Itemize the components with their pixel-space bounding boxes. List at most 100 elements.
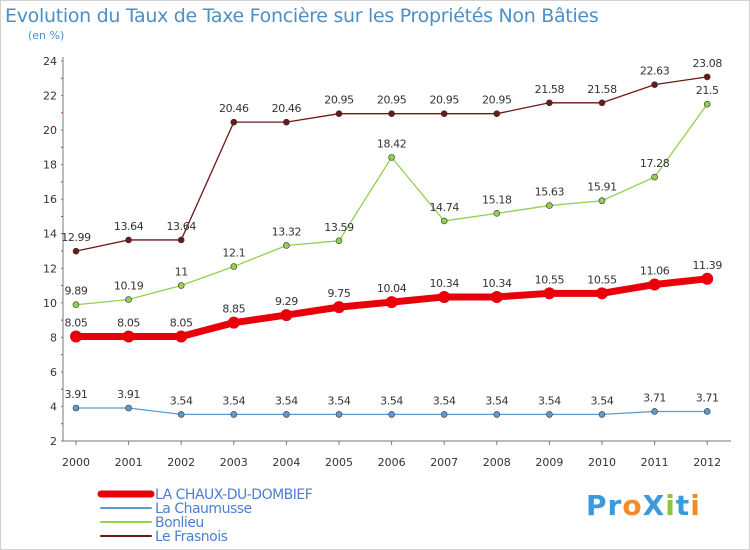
data-label: 20.46 xyxy=(219,102,249,115)
x-tick-label: 2009 xyxy=(535,456,563,469)
data-label: 3.54 xyxy=(380,394,403,407)
y-tick-label: 2 xyxy=(50,435,57,448)
x-tick-label: 2002 xyxy=(167,456,195,469)
data-point xyxy=(72,301,80,309)
data-label: 17.28 xyxy=(640,157,670,170)
logo-letter: X xyxy=(642,489,666,522)
data-label: 10.19 xyxy=(114,280,144,293)
x-tick-label: 2010 xyxy=(588,456,616,469)
y-tick-label: 12 xyxy=(43,262,57,275)
logo-letter: t xyxy=(675,489,691,522)
data-point xyxy=(703,73,711,81)
data-point xyxy=(283,411,290,418)
data-label: 3.54 xyxy=(328,394,351,407)
data-point xyxy=(125,236,132,244)
x-tick-label: 2008 xyxy=(483,456,511,469)
logo-letter: P xyxy=(586,489,608,522)
logo-letter: i xyxy=(665,489,676,522)
data-point xyxy=(438,290,451,303)
data-point xyxy=(283,242,290,249)
data-label: 20.95 xyxy=(482,94,512,107)
x-tick-label: 2011 xyxy=(641,456,669,469)
data-label: 3.54 xyxy=(170,394,193,407)
data-point xyxy=(543,287,556,300)
data-point xyxy=(335,110,343,117)
data-point xyxy=(546,99,553,107)
data-point xyxy=(388,110,395,117)
y-unit-label: (en %) xyxy=(28,29,65,42)
data-label: 10.04 xyxy=(377,282,407,295)
data-label: 15.91 xyxy=(587,181,617,194)
data-point xyxy=(177,411,185,418)
data-label: 20.46 xyxy=(272,102,302,115)
data-label: 15.18 xyxy=(482,193,512,206)
data-point xyxy=(440,217,448,225)
legend-label: LA CHAUX-DU-DOMBIEF xyxy=(155,487,313,503)
data-point xyxy=(335,411,343,418)
data-point xyxy=(596,287,608,300)
data-label: 11.39 xyxy=(692,259,722,272)
data-label: 3.91 xyxy=(117,388,140,401)
data-label: 20.95 xyxy=(377,94,407,107)
data-point xyxy=(177,236,185,244)
data-label: 9.89 xyxy=(65,285,88,298)
y-tick-label: 18 xyxy=(43,159,57,172)
data-label: 8.05 xyxy=(65,317,88,330)
data-point xyxy=(493,411,501,418)
data-point xyxy=(72,404,80,412)
legend-label: Bonlieu xyxy=(155,515,204,531)
logo-letter: r xyxy=(607,489,623,522)
data-point xyxy=(440,110,448,117)
data-label: 9.75 xyxy=(328,287,351,300)
y-tick-label: 20 xyxy=(43,124,57,137)
data-point xyxy=(703,408,711,415)
logo-letter: i xyxy=(690,489,701,522)
y-tick-label: 14 xyxy=(43,228,57,241)
data-point xyxy=(546,202,553,209)
legend-label: Le Frasnois xyxy=(155,529,228,545)
data-label: 21.5 xyxy=(696,84,719,97)
data-label: 12.99 xyxy=(61,231,91,244)
data-point xyxy=(72,247,80,255)
data-label: 13.64 xyxy=(166,220,196,233)
data-label: 13.64 xyxy=(114,220,144,233)
data-label: 14.74 xyxy=(429,201,459,214)
data-label: 9.29 xyxy=(275,295,298,308)
y-tick-label: 24 xyxy=(43,55,57,68)
data-label: 18.42 xyxy=(377,137,407,150)
data-label: 8.85 xyxy=(222,303,245,316)
data-label: 13.32 xyxy=(272,225,302,238)
data-label: 11.06 xyxy=(640,265,670,278)
x-tick-label: 2001 xyxy=(115,456,143,469)
data-label: 10.55 xyxy=(535,273,565,286)
proxiti-logo: ProXiti xyxy=(586,489,701,522)
y-tick-label: 22 xyxy=(43,90,57,103)
data-label: 3.91 xyxy=(65,388,88,401)
data-point xyxy=(230,263,238,270)
x-tick-label: 2006 xyxy=(378,456,406,469)
y-tick-label: 16 xyxy=(43,193,57,206)
data-point xyxy=(703,100,711,108)
data-point xyxy=(230,118,238,126)
data-point xyxy=(122,330,135,343)
data-label: 3.54 xyxy=(538,394,561,407)
data-point xyxy=(598,99,606,107)
data-label: 3.71 xyxy=(643,391,666,404)
data-point xyxy=(280,309,293,322)
data-label: 21.58 xyxy=(535,83,565,96)
data-point xyxy=(388,411,395,418)
x-tick-label: 2007 xyxy=(430,456,458,469)
data-label: 10.34 xyxy=(429,277,459,290)
data-label: 21.58 xyxy=(587,83,617,96)
x-tick-label: 2005 xyxy=(325,456,353,469)
data-point xyxy=(335,237,343,245)
y-tick-label: 8 xyxy=(50,331,57,344)
data-point xyxy=(388,154,395,161)
data-point xyxy=(493,110,501,117)
data-label: 3.54 xyxy=(591,394,614,407)
data-point xyxy=(651,408,658,415)
data-point xyxy=(440,411,448,418)
data-point xyxy=(701,272,714,285)
y-tick-label: 6 xyxy=(50,366,57,379)
